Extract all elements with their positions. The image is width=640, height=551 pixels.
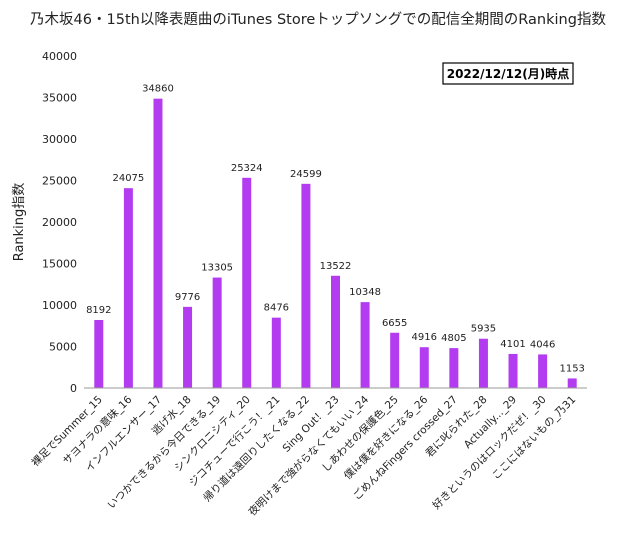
data-label: 8192: [86, 305, 111, 316]
bar: [360, 302, 370, 388]
bar: [449, 348, 459, 388]
y-tick-label: 30000: [42, 133, 77, 146]
data-label: 24599: [290, 169, 322, 180]
x-tick-label: 帰り道は遠回りしたくなる_22: [201, 393, 312, 504]
data-label: 24075: [112, 173, 144, 184]
x-axis-categories: 裸足でSummer_15サヨナラの意味_16インフルエンサー_17逃げ水_18い…: [29, 393, 579, 519]
bar: [212, 277, 222, 388]
data-label: 25324: [231, 163, 263, 174]
data-label: 4916: [412, 332, 437, 343]
y-axis: 0 5000 10000 15000 20000 25000 30000 35000 40000: [42, 50, 77, 395]
bar: [508, 353, 518, 388]
bar: [538, 354, 548, 388]
data-label: 9776: [175, 292, 200, 303]
bar: [478, 338, 488, 388]
data-label: 4046: [530, 339, 555, 350]
y-tick-label: 5000: [49, 341, 77, 354]
bar: [331, 275, 340, 388]
bar: [301, 183, 311, 388]
data-labels: 8192 24075 34860 9776 13305 25324 8476 24599 135…: [86, 84, 585, 375]
bar: [419, 347, 429, 388]
annotation-text: 2022/12/12(月)時点: [447, 66, 570, 81]
data-label: 13522: [320, 261, 352, 272]
data-label: 34860: [142, 84, 174, 95]
bar: [183, 306, 193, 388]
data-label: 6655: [382, 318, 407, 329]
chart-title: 乃木坂46・15th以降表題曲のiTunes Storeトップソングでの配信全期…: [30, 10, 606, 28]
y-tick-label: 15000: [42, 258, 77, 271]
y-tick-label: 40000: [42, 50, 77, 63]
data-label: 4805: [441, 333, 466, 344]
bar: [123, 188, 133, 388]
bar: [153, 98, 163, 389]
data-label: 13305: [201, 263, 233, 274]
data-label: 8476: [264, 303, 289, 314]
y-tick-label: 20000: [42, 216, 77, 229]
data-label: 10348: [349, 287, 381, 298]
bar: [567, 378, 577, 388]
y-axis-label: Ranking指数: [12, 183, 27, 262]
bar: [390, 332, 400, 388]
y-tick-label: 25000: [42, 175, 77, 188]
data-label: 1153: [559, 363, 584, 374]
y-tick-label: 35000: [42, 92, 77, 105]
annotation-box: 2022/12/12(月)時点: [442, 62, 574, 85]
y-tick-label: 10000: [42, 299, 77, 312]
data-label: 4101: [500, 339, 525, 350]
bar: [242, 177, 252, 388]
bar: [94, 320, 104, 388]
data-label: 5935: [471, 324, 496, 335]
y-tick-label: 0: [70, 382, 77, 395]
bar: [271, 317, 281, 388]
bars: [94, 98, 577, 389]
